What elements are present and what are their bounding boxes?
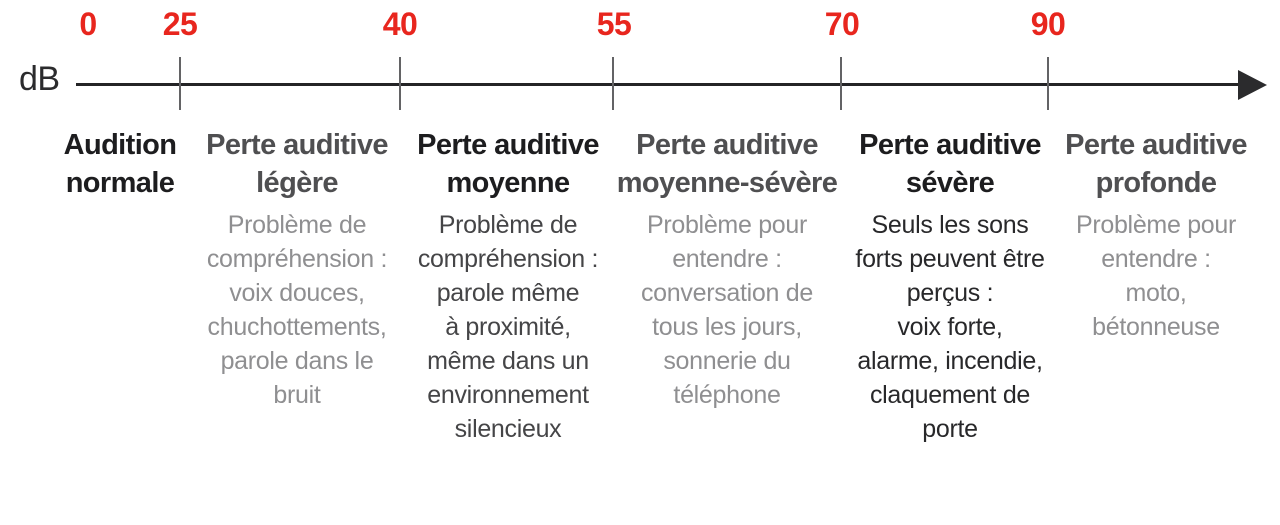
- scale-tick: [399, 57, 401, 110]
- category-audition-normale: Audition normale: [28, 126, 212, 208]
- scale-marker-label: 0: [79, 6, 97, 42]
- scale-marker-label: 40: [382, 6, 418, 42]
- scale-marker-label: 90: [1030, 6, 1066, 42]
- category-title: Perte auditive profonde: [1065, 129, 1247, 199]
- category-title: Audition normale: [63, 129, 177, 199]
- category-description: Problème de compréhension : parole même …: [417, 211, 599, 443]
- category-description: Problème pour entendre : moto, bétonneus…: [1075, 211, 1237, 341]
- scale-tick: [1047, 57, 1049, 110]
- category-description: Problème pour entendre : conversation de…: [640, 211, 813, 409]
- category-description: Seuls les sons forts peuvent être perçus…: [855, 211, 1045, 443]
- category-perte-moyenne-severe: Perte auditive moyenne-sévère Problème p…: [610, 126, 844, 412]
- db-unit-label: dB: [19, 60, 60, 98]
- category-perte-legere: Perte auditive légère Problème de compré…: [192, 126, 402, 412]
- category-perte-severe: Perte auditive sévère Seuls les sons for…: [834, 126, 1066, 446]
- category-description: Problème de compréhension : voix douces,…: [206, 211, 388, 409]
- scale-marker-label: 70: [824, 6, 860, 42]
- category-title: Perte auditive moyenne-sévère: [616, 129, 838, 199]
- category-title: Perte auditive sévère: [859, 129, 1041, 199]
- category-title: Perte auditive moyenne: [417, 129, 599, 199]
- scale-tick: [840, 57, 842, 110]
- scale-marker-label: 25: [162, 6, 198, 42]
- axis-arrowhead-icon: [1238, 70, 1267, 100]
- category-perte-moyenne: Perte auditive moyenne Problème de compr…: [396, 126, 620, 446]
- scale-tick: [179, 57, 181, 110]
- scale-tick: [612, 57, 614, 110]
- scale-axis-line: [76, 83, 1244, 86]
- category-title: Perte auditive légère: [206, 129, 388, 199]
- scale-marker-label: 55: [596, 6, 632, 42]
- category-perte-profonde: Perte auditive profonde Problème pour en…: [1046, 126, 1266, 344]
